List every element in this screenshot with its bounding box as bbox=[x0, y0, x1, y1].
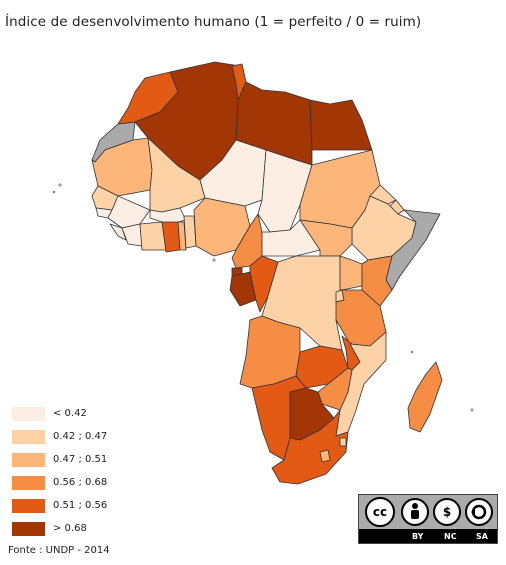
region-uganda bbox=[339, 255, 363, 291]
region-swaziland bbox=[339, 437, 347, 447]
legend-item: > 0.68 bbox=[12, 517, 107, 540]
legend-swatch bbox=[12, 452, 45, 467]
cc-license-labels: BY NC SA bbox=[359, 530, 497, 544]
region-liberia bbox=[121, 223, 143, 247]
region-south-africa bbox=[271, 409, 349, 485]
legend-swatch bbox=[12, 498, 45, 513]
region-egypt bbox=[309, 99, 373, 151]
map-legend: < 0.42 0.42 ; 0.47 0.47 ; 0.51 0.56 ; 0.… bbox=[12, 402, 107, 540]
region-south-sudan bbox=[299, 219, 353, 257]
legend-label: 0.42 ; 0.47 bbox=[53, 431, 108, 442]
nc-icon: $ bbox=[433, 498, 461, 526]
legend-item: 0.47 ; 0.51 bbox=[12, 448, 107, 471]
legend-swatch bbox=[12, 406, 45, 421]
island-cape-verde-2 bbox=[52, 190, 56, 194]
source-text: Fonte : UNDP - 2014 bbox=[8, 545, 110, 556]
region-gabon bbox=[229, 271, 257, 307]
legend-item: < 0.42 bbox=[12, 402, 107, 425]
legend-swatch bbox=[12, 475, 45, 490]
legend-label: 0.47 ; 0.51 bbox=[53, 454, 108, 465]
island-comoros bbox=[410, 350, 414, 354]
cc-icon: cc bbox=[365, 497, 395, 527]
cc-label-by: BY bbox=[412, 532, 424, 541]
legend-label: 0.51 ; 0.56 bbox=[53, 500, 108, 511]
legend-label: < 0.42 bbox=[53, 408, 87, 419]
island-cape-verde bbox=[58, 183, 62, 187]
region-angola bbox=[239, 315, 301, 389]
cc-label-nc: NC bbox=[444, 532, 457, 541]
legend-item: 0.56 ; 0.68 bbox=[12, 471, 107, 494]
region-cote-divoire bbox=[139, 221, 167, 251]
legend-label: > 0.68 bbox=[53, 523, 87, 534]
island-sao-tome bbox=[212, 258, 216, 262]
legend-label: 0.56 ; 0.68 bbox=[53, 477, 108, 488]
region-congo bbox=[249, 255, 279, 313]
region-togo bbox=[177, 221, 187, 251]
map-title: Índice de desenvolvimento humano (1 = pe… bbox=[5, 14, 422, 30]
legend-swatch bbox=[12, 429, 45, 444]
legend-item: 0.42 ; 0.47 bbox=[12, 425, 107, 448]
region-lesotho bbox=[319, 449, 331, 463]
region-madagascar bbox=[407, 361, 443, 433]
cc-label-sa: SA bbox=[476, 532, 488, 541]
by-icon bbox=[401, 498, 429, 526]
region-kenya bbox=[361, 255, 393, 307]
cc-license-badge[interactable]: cc $ BY NC SA bbox=[358, 494, 498, 544]
legend-item: 0.51 ; 0.56 bbox=[12, 494, 107, 517]
island-mauritius bbox=[470, 408, 474, 412]
legend-swatch bbox=[12, 521, 45, 536]
sa-icon bbox=[465, 498, 493, 526]
